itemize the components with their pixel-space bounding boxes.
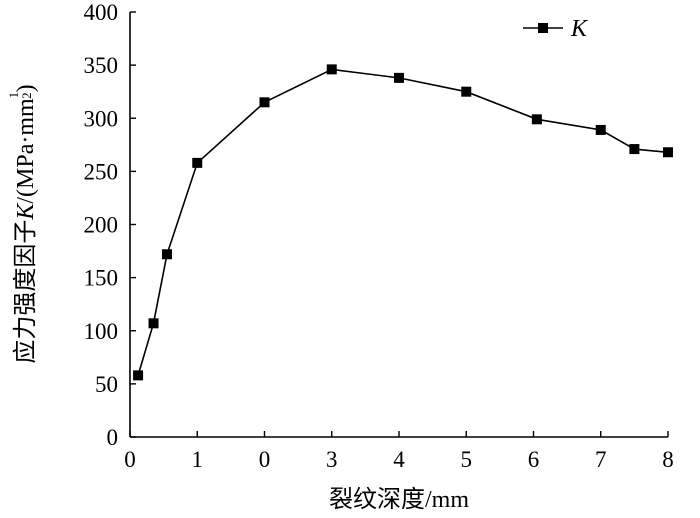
y-tick-label: 50 — [95, 372, 118, 397]
x-axis-title: 裂纹深度/mm — [329, 486, 469, 513]
data-point — [326, 64, 337, 75]
data-point — [259, 97, 270, 108]
x-tick-label: 4 — [393, 447, 405, 472]
legend-label: K — [570, 16, 589, 42]
x-tick-label: 5 — [461, 447, 473, 472]
y-tick-label: 300 — [84, 106, 119, 131]
x-tick-label: 6 — [528, 447, 540, 472]
y-tick-label: 350 — [84, 53, 119, 78]
legend: K — [523, 16, 589, 42]
x-tick-label: 0 — [124, 447, 136, 472]
y-axis-title: 应力强度因子K/(MPa·mm12) — [6, 84, 39, 363]
x-tick-label: 7 — [595, 447, 607, 472]
y-tick-label: 400 — [84, 0, 119, 25]
y-axis-title-close: ) — [13, 84, 39, 92]
y-tick-label: 250 — [84, 159, 119, 184]
y-axis-title-prefix: 应力强度因子 — [12, 220, 39, 364]
x-tick-label: 0 — [259, 447, 271, 472]
y-axis-title-unit: /(MPa·mm — [13, 98, 39, 204]
x-tick-label: 8 — [662, 447, 674, 472]
x-tick-label: 3 — [326, 447, 338, 472]
x-ticks: 0 1 0 3 4 5 6 7 8 — [124, 431, 674, 472]
y-axis-title-symbol: K — [13, 202, 39, 221]
data-point — [531, 114, 542, 125]
series-layer — [133, 64, 673, 381]
data-point — [595, 124, 606, 135]
data-point — [161, 249, 172, 260]
y-axis-title-exp-num: 1 — [6, 92, 21, 99]
data-point — [394, 72, 404, 83]
data-point — [663, 147, 673, 158]
y-ticks: 0 50 100 150 200 250 300 350 400 — [84, 0, 136, 450]
data-point — [629, 144, 640, 155]
y-axis-title-exp-den: 2 — [19, 92, 34, 99]
y-tick-label: 100 — [84, 319, 119, 344]
y-tick-label: 200 — [84, 213, 119, 238]
y-tick-label: 150 — [84, 266, 119, 291]
data-point — [192, 157, 203, 168]
legend-marker — [538, 23, 548, 33]
data-point — [461, 86, 472, 97]
data-point — [133, 370, 144, 381]
series-line — [137, 68, 669, 376]
y-tick-label: 0 — [107, 425, 119, 450]
x-tick-label: 1 — [192, 447, 204, 472]
svg-text:应力强度因子K/(MPa·mm12): 应力强度因子K/(MPa·mm12) — [6, 84, 39, 363]
data-point — [148, 318, 159, 329]
